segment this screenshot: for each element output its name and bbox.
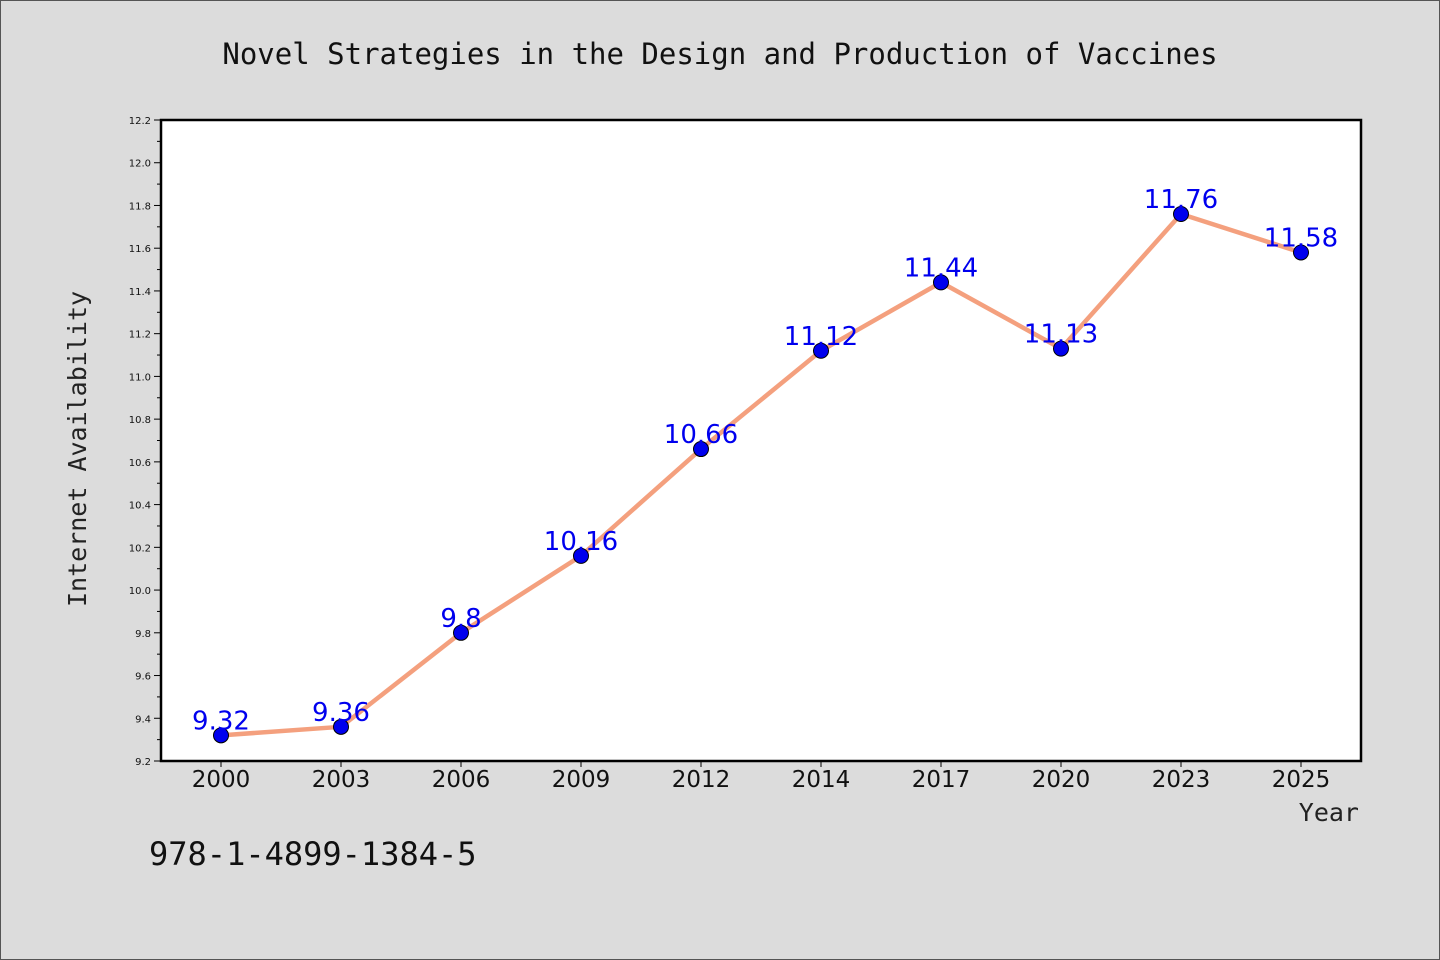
data-label: 9.36	[312, 698, 370, 728]
y-tick-label: 9.2	[135, 757, 151, 768]
x-tick-label: 2014	[792, 767, 851, 793]
y-tick-label: 9.6	[135, 672, 151, 683]
series-layer: 9.32 9.36 9.8 10.16 10.66 11.12 11.44 11.13 11.7…	[192, 185, 1338, 744]
data-label: 10.16	[544, 527, 618, 557]
data-point	[453, 624, 469, 641]
x-tick-label: 2023	[1152, 767, 1211, 793]
x-axis: 2000 2003 2006 2009 2012 2014 2017 2020 2023 2025	[192, 761, 1331, 793]
data-label: 11.44	[904, 253, 978, 283]
data-label: 10.66	[664, 420, 738, 450]
data-point	[1053, 340, 1069, 357]
data-point	[573, 547, 589, 564]
y-tick-label: 10.0	[129, 586, 151, 597]
data-point	[693, 441, 709, 458]
y-tick-label: 11.2	[129, 330, 151, 341]
x-tick-label: 2017	[912, 767, 971, 793]
x-tick-label: 2009	[552, 767, 611, 793]
y-tick-label: 9.4	[135, 714, 151, 725]
x-tick-label: 2025	[1272, 767, 1331, 793]
data-label: 11.76	[1144, 185, 1218, 215]
y-tick-label: 11.8	[129, 201, 151, 212]
y-axis-label: Internet Availability	[63, 291, 92, 607]
x-tick-label: 2006	[432, 767, 491, 793]
y-tick-label: 10.8	[129, 415, 151, 426]
y-axis: 9.2 9.4 9.6 9.8 10.0 10.2 10.4 10.6 10.8 11.0 11.2…	[129, 116, 161, 768]
isbn-text: 978-1-4899-1384-5	[149, 835, 477, 873]
chart-title: Novel Strategies in the Design and Produ…	[222, 37, 1217, 71]
y-tick-label: 11.0	[129, 372, 151, 383]
data-label: 9.32	[192, 706, 250, 736]
data-point	[213, 727, 229, 744]
data-label: 11.58	[1264, 223, 1338, 253]
y-tick-label: 10.4	[129, 501, 151, 512]
data-point	[933, 274, 949, 291]
y-tick-label: 10.6	[129, 458, 151, 469]
x-tick-label: 2000	[192, 767, 251, 793]
y-tick-label: 12.0	[129, 159, 151, 170]
y-tick-label: 10.2	[129, 543, 151, 554]
x-tick-label: 2012	[672, 767, 731, 793]
plot-area	[159, 118, 1363, 763]
series-line	[220, 211, 1302, 738]
y-tick-label: 9.8	[135, 629, 151, 640]
data-point	[1293, 244, 1309, 261]
data-point	[333, 718, 349, 735]
data-label: 11.13	[1024, 320, 1098, 350]
x-tick-label: 2020	[1032, 767, 1091, 793]
x-axis-label: Year	[1299, 798, 1359, 827]
y-tick-label: 11.6	[129, 244, 151, 255]
data-label: 11.12	[784, 322, 858, 352]
y-tick-label: 12.2	[129, 116, 151, 127]
y-tick-label: 11.4	[129, 287, 151, 298]
x-tick-label: 2003	[312, 767, 371, 793]
data-label: 9.8	[440, 604, 481, 634]
data-point	[813, 342, 829, 359]
data-point	[1173, 206, 1189, 223]
